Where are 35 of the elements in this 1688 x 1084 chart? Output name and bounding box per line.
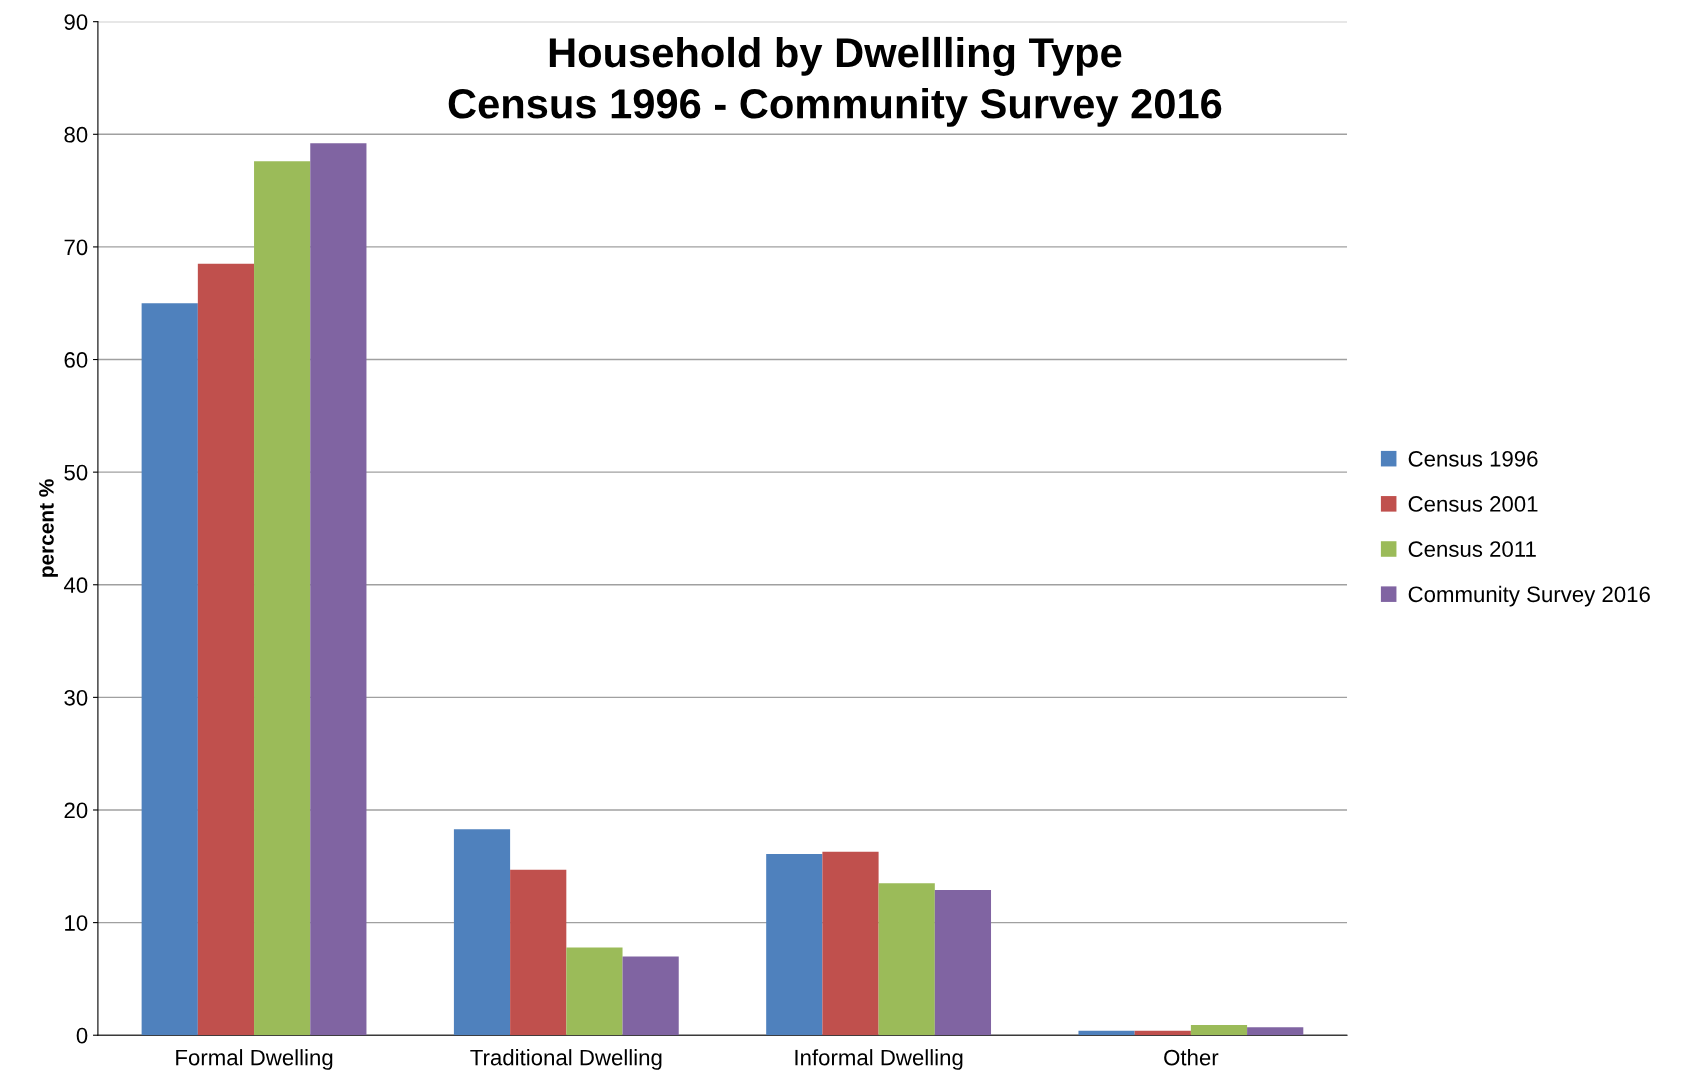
y-tick-label: 0 xyxy=(76,1027,88,1044)
bar xyxy=(566,947,623,1036)
x-tick-label: Informal Dwelling xyxy=(795,1049,963,1070)
y-tick-label: 40 xyxy=(63,577,88,594)
y-tick-label: 20 xyxy=(64,802,88,819)
bar xyxy=(1247,1027,1304,1036)
x-tick-label: Other xyxy=(1164,1049,1219,1066)
bar xyxy=(141,303,198,1036)
x-tick-label: Formal Dwelling xyxy=(176,1049,333,1070)
y-tick-label: 90 xyxy=(64,14,88,30)
bar xyxy=(453,829,511,1036)
y-axis-title: percent % xyxy=(39,479,58,577)
y-tick-label: 30 xyxy=(64,689,88,706)
legend-label: Census 2011 xyxy=(1408,541,1536,557)
legend-label: Census 2001 xyxy=(1408,496,1538,512)
legend-label: Community Survey 2016 xyxy=(1408,585,1650,607)
bar xyxy=(1078,1030,1135,1036)
y-tick-label: 60 xyxy=(64,352,88,368)
bar xyxy=(197,263,255,1036)
bar xyxy=(510,869,567,1036)
bar xyxy=(934,889,992,1036)
x-tick-label: Traditional Dwelling xyxy=(470,1049,662,1070)
y-tick-label: 10 xyxy=(65,915,88,931)
bar xyxy=(622,956,679,1036)
bar xyxy=(766,853,823,1036)
legend-label: Census 1996 xyxy=(1408,450,1538,467)
bar xyxy=(254,161,311,1036)
bar xyxy=(878,883,935,1036)
bar xyxy=(1190,1025,1248,1036)
bar xyxy=(310,143,367,1036)
y-tick-label: 70 xyxy=(64,239,88,256)
bar xyxy=(822,851,879,1036)
y-tick-label: 50 xyxy=(64,464,88,481)
y-tick-label: 80 xyxy=(64,126,88,143)
text: Household by Dwellling Type Census 1996 - Community Survey 2016 xyxy=(448,36,1222,127)
